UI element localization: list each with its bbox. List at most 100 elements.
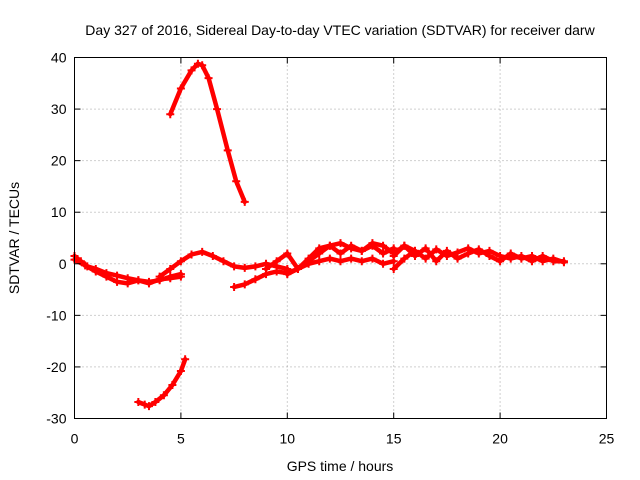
series-arc-low xyxy=(134,355,190,411)
data-point xyxy=(474,245,483,254)
data-point xyxy=(336,249,345,258)
data-point xyxy=(159,391,168,400)
data-point xyxy=(144,402,153,411)
x-tick-label: 20 xyxy=(492,431,508,447)
data-point xyxy=(559,258,568,267)
grid-lines xyxy=(74,57,607,419)
x-axis-label: GPS time / hours xyxy=(287,458,394,474)
data-point xyxy=(113,277,122,286)
y-tick-label: 0 xyxy=(59,256,67,272)
series-baseline-8 xyxy=(389,241,568,267)
data-point xyxy=(315,249,324,258)
data-point xyxy=(198,61,207,70)
y-tick-label: 20 xyxy=(51,153,67,169)
data-point xyxy=(528,252,537,261)
y-tick-label: -10 xyxy=(46,307,66,323)
series-line xyxy=(136,356,188,409)
data-point xyxy=(208,252,217,261)
data-point xyxy=(315,257,324,266)
data-point xyxy=(151,397,160,406)
data-point xyxy=(81,261,90,270)
x-tick-label: 15 xyxy=(386,431,402,447)
data-point xyxy=(496,257,505,266)
data-point xyxy=(336,257,345,266)
data-point xyxy=(166,264,175,273)
data-point xyxy=(198,247,207,256)
data-point xyxy=(134,276,143,285)
y-tick-label: 30 xyxy=(51,101,67,117)
data-point xyxy=(379,241,388,250)
data-point xyxy=(176,272,185,281)
data-point xyxy=(181,355,190,364)
data-point xyxy=(230,282,239,291)
data-point xyxy=(325,254,334,263)
data-point xyxy=(336,239,345,248)
data-point xyxy=(134,397,143,406)
data-point xyxy=(517,254,526,263)
data-point xyxy=(240,280,249,289)
data-point xyxy=(272,257,281,266)
data-point xyxy=(251,275,260,284)
series-arc-high xyxy=(166,59,249,206)
data-point xyxy=(213,105,222,114)
data-point xyxy=(538,257,547,266)
plot-frame xyxy=(74,57,607,419)
data-point xyxy=(400,241,409,250)
data-point xyxy=(144,279,153,288)
data-point xyxy=(187,66,196,75)
axis-ticks: 0 5 10 15 20 25 -30 -20 -10 0 10 20 30 40 xyxy=(46,50,614,447)
data-point xyxy=(272,267,281,276)
data-point xyxy=(176,84,185,93)
data-point xyxy=(166,274,175,283)
data-point xyxy=(193,59,202,68)
data-point xyxy=(453,254,462,263)
data-point xyxy=(155,272,164,281)
series-line xyxy=(168,61,247,205)
y-tick-label: 40 xyxy=(51,50,67,66)
data-point xyxy=(240,197,249,206)
data-point xyxy=(549,254,558,263)
y-axis-label: SDTVAR / TECUs xyxy=(6,182,22,294)
series-baseline-3 xyxy=(155,247,292,281)
data-point xyxy=(102,272,111,281)
data-point xyxy=(421,244,430,253)
data-point xyxy=(230,262,239,271)
data-point xyxy=(357,246,366,255)
data-point xyxy=(347,244,356,253)
data-point xyxy=(442,246,451,255)
data-point xyxy=(432,245,441,254)
x-tick-label: 5 xyxy=(177,431,185,447)
data-point xyxy=(368,254,377,263)
series-baseline-4 xyxy=(230,254,398,291)
data-point xyxy=(140,400,149,409)
series-layer xyxy=(70,59,568,411)
data-point xyxy=(432,257,441,266)
data-point xyxy=(379,259,388,268)
data-point xyxy=(389,264,398,273)
data-point xyxy=(357,257,366,266)
data-point xyxy=(240,263,249,272)
data-point xyxy=(506,249,515,258)
data-point xyxy=(168,380,177,389)
y-tick-label: 10 xyxy=(51,204,67,220)
data-point xyxy=(400,254,409,263)
data-point xyxy=(283,270,292,279)
series-line xyxy=(231,256,396,290)
data-point xyxy=(410,252,419,261)
data-point xyxy=(232,177,241,186)
data-point xyxy=(176,367,185,376)
data-point xyxy=(347,254,356,263)
data-point xyxy=(368,239,377,248)
data-point xyxy=(485,252,494,261)
data-point xyxy=(379,249,388,258)
data-point xyxy=(223,146,232,155)
data-point xyxy=(464,249,473,258)
x-tick-label: 25 xyxy=(599,431,615,447)
data-point xyxy=(176,257,185,266)
data-point xyxy=(262,264,271,273)
data-point xyxy=(251,262,260,271)
data-point xyxy=(91,267,100,276)
data-point xyxy=(304,257,313,266)
chart-title: Day 327 of 2016, Sidereal Day-to-day VTE… xyxy=(85,22,595,38)
